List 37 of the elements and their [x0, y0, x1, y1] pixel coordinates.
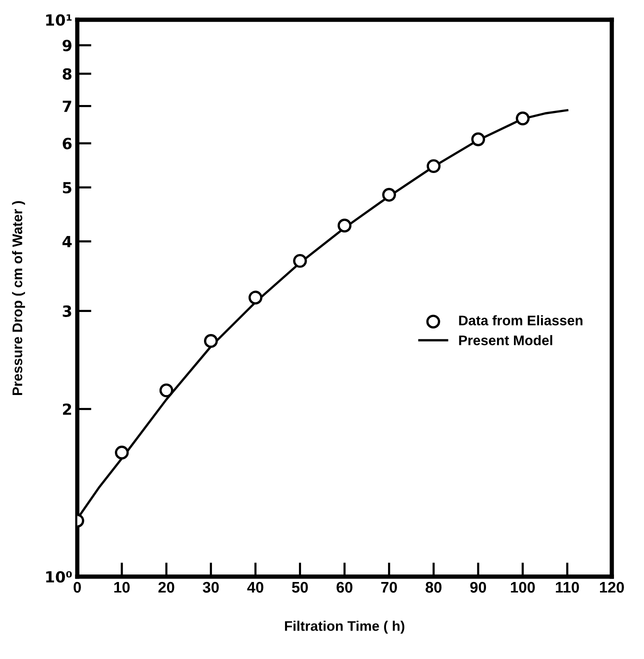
y-tick-label: 6	[62, 138, 72, 150]
x-tick-label: 20	[158, 582, 174, 593]
y-tick-label: 10¹	[46, 14, 72, 26]
point	[426, 159, 441, 174]
x-tick-label: 100	[510, 582, 535, 593]
point	[248, 290, 262, 305]
y-tick-label: 3	[62, 305, 72, 317]
y-axis-title: Pressure Drop ( cm of Water )	[12, 201, 26, 396]
point	[159, 383, 174, 398]
legend-label: Present Model	[459, 335, 552, 346]
y-tick-label: 9	[62, 40, 72, 52]
x-tick-label: 70	[381, 582, 397, 593]
point	[516, 112, 530, 126]
y-tick-label: 8	[62, 68, 72, 80]
y-tick-label: 10⁰	[46, 571, 72, 583]
y-tick-label: 5	[62, 182, 72, 194]
x-axis-title: Filtration Time ( h)	[285, 620, 404, 634]
point	[293, 254, 307, 268]
y-tick-label: 7	[62, 100, 72, 112]
point	[382, 188, 396, 202]
x-tick-label: 110	[556, 582, 579, 593]
point	[338, 218, 352, 232]
point	[471, 132, 486, 146]
x-tick-label: 30	[202, 582, 219, 593]
x-tick-label: 40	[247, 582, 264, 593]
x-tick-label: 80	[426, 582, 442, 593]
y-tick-label: 4	[62, 236, 72, 248]
point	[204, 334, 218, 348]
x-tick-label: 50	[292, 582, 308, 593]
x-tick-label: 60	[336, 582, 352, 593]
x-tick-label: 120	[600, 582, 624, 593]
point	[114, 446, 129, 460]
legend-label: Data from Eliassen	[459, 315, 582, 326]
x-tick-label: 10	[114, 582, 130, 593]
x-tick-label: 90	[470, 582, 486, 593]
x-tick-label: 0	[74, 582, 81, 593]
y-tick-label: 2	[62, 403, 72, 415]
